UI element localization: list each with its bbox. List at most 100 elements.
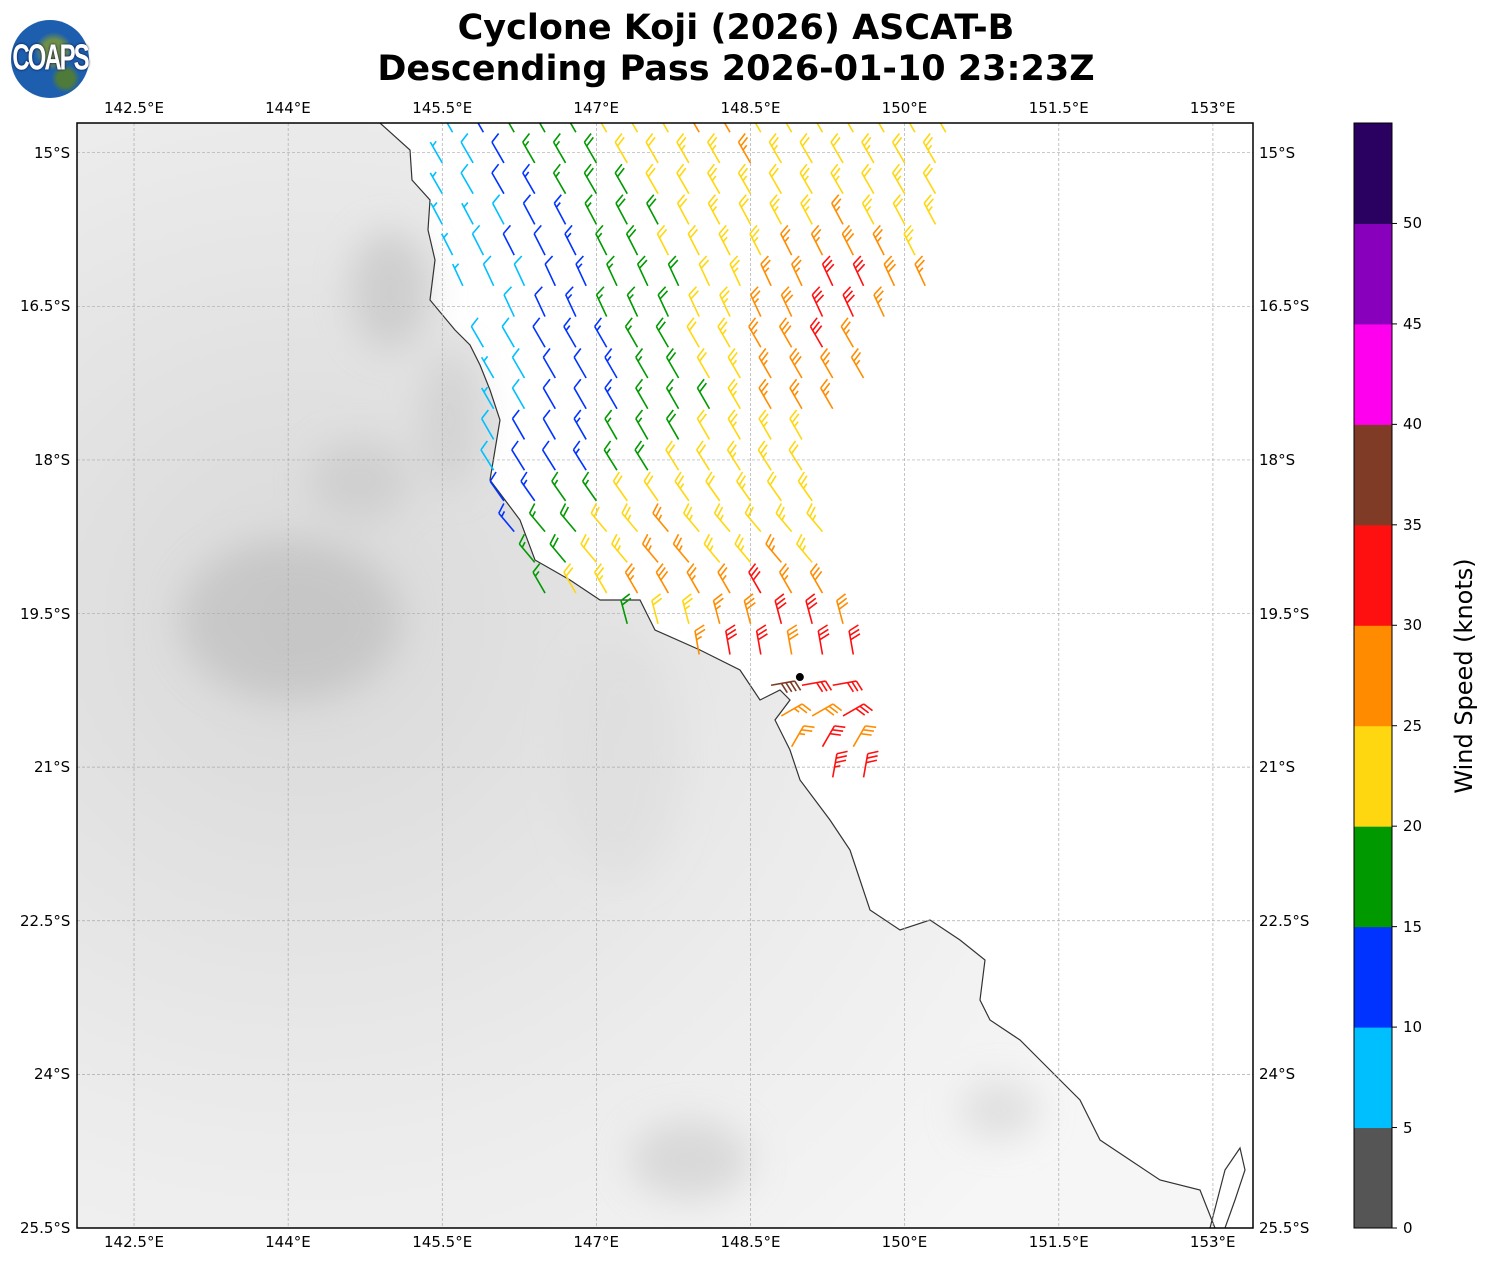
wind-barb (698, 255, 711, 287)
wind-barb (923, 194, 937, 225)
wind-barb (723, 123, 731, 133)
wind-barb (696, 440, 711, 471)
colorbar-tick-label: 45 (1403, 314, 1423, 333)
wind-barb (534, 286, 546, 317)
colorbar-tick-label: 25 (1403, 716, 1423, 735)
wind-barb (816, 123, 824, 133)
wind-barb (840, 317, 854, 348)
lat-tick-left: 16.5°S (20, 297, 71, 316)
wind-barb (614, 163, 628, 195)
wind-barb (635, 409, 649, 440)
wind-barb (502, 224, 515, 256)
wind-barb (507, 123, 515, 133)
wind-barb (778, 563, 793, 594)
wind-barb (645, 132, 659, 164)
wind-barb (799, 163, 813, 195)
wind-barb (676, 194, 690, 225)
wind-barb (580, 533, 598, 563)
wind-barb (471, 224, 485, 256)
wind-barb (491, 163, 505, 195)
wind-barb (788, 440, 803, 471)
wind-barb (590, 503, 608, 533)
wind-barb (460, 132, 474, 164)
wind-barb (727, 378, 741, 410)
wind-barb (765, 533, 782, 563)
lon-tick-bottom: 142.5°E (104, 1233, 164, 1251)
wind-barb (593, 563, 608, 594)
wind-barb (573, 409, 587, 440)
colorbar-tick-label: 50 (1403, 214, 1423, 233)
wind-barb (770, 680, 802, 694)
wind-barb (552, 163, 567, 195)
colorbar-segment (1354, 826, 1392, 928)
wind-barb (683, 503, 700, 533)
wind-barb (914, 255, 926, 287)
wind-barb (780, 703, 812, 717)
wind-barb (778, 317, 793, 348)
wind-barb (621, 503, 639, 533)
wind-barb (694, 624, 706, 655)
wind-barb (477, 123, 485, 133)
lon-tick-bottom: 144°E (265, 1233, 311, 1251)
lon-tick-top: 153°E (1189, 99, 1236, 117)
wind-barb (635, 348, 649, 379)
wind-barb (538, 123, 546, 133)
wind-barb (806, 503, 824, 533)
wind-barb (862, 750, 879, 778)
wind-barb (532, 317, 546, 348)
colorbar-tick-label: 40 (1403, 415, 1423, 434)
wind-barb (774, 593, 787, 624)
wind-barb (757, 440, 772, 471)
wind-barb (877, 123, 885, 133)
colorbar-segment (1354, 1127, 1392, 1229)
wind-barb (511, 378, 526, 410)
lat-tick-left: 18°S (34, 450, 71, 469)
wind-barb (665, 440, 680, 471)
wind-barb (624, 563, 639, 594)
wind-barb (635, 378, 649, 410)
wind-barb (801, 680, 833, 693)
title-line-1: Cyclone Koji (2026) ASCAT-B (457, 8, 1015, 48)
wind-barb (451, 263, 464, 287)
wind-barb (429, 171, 443, 195)
wind-barb (676, 163, 690, 195)
lat-tick-left: 25.5°S (20, 1219, 71, 1237)
lat-tick-right: 22.5°S (1259, 911, 1310, 930)
wind-barb (718, 224, 731, 256)
wind-barb (440, 232, 454, 256)
lat-tick-right: 25.5°S (1259, 1219, 1310, 1237)
wind-barb (738, 194, 752, 225)
wind-barb (480, 409, 495, 440)
lon-tick-top: 151.5°E (1028, 99, 1089, 117)
wind-barb (749, 286, 762, 317)
wind-barb (727, 409, 741, 440)
wind-barb (848, 624, 861, 655)
wind-barb (511, 348, 526, 379)
wind-barb (817, 624, 830, 655)
wind-barb (789, 409, 803, 440)
lat-tick-left: 24°S (34, 1065, 71, 1084)
wind-barb (842, 286, 855, 317)
wind-barb (809, 563, 824, 594)
wind-barb (766, 471, 783, 502)
wind-barb (498, 503, 515, 533)
coastline (379, 123, 1246, 1228)
wind-barb (830, 132, 844, 164)
wind-barb (734, 533, 752, 563)
wind-barb (575, 255, 587, 287)
wind-barb (748, 563, 762, 594)
wind-barb (600, 123, 608, 133)
lat-tick-right: 24°S (1259, 1065, 1296, 1084)
wind-barb (626, 286, 639, 317)
wind-barb (665, 409, 680, 440)
wind-barb (832, 680, 863, 693)
wind-barb (758, 348, 772, 379)
wind-barb (785, 123, 793, 133)
wind-barb (518, 533, 536, 563)
lat-tick-right: 18°S (1259, 450, 1296, 469)
wind-barb (754, 123, 762, 133)
wind-barb (775, 503, 793, 533)
wind-barb (572, 440, 587, 471)
wind-barb (604, 348, 618, 379)
